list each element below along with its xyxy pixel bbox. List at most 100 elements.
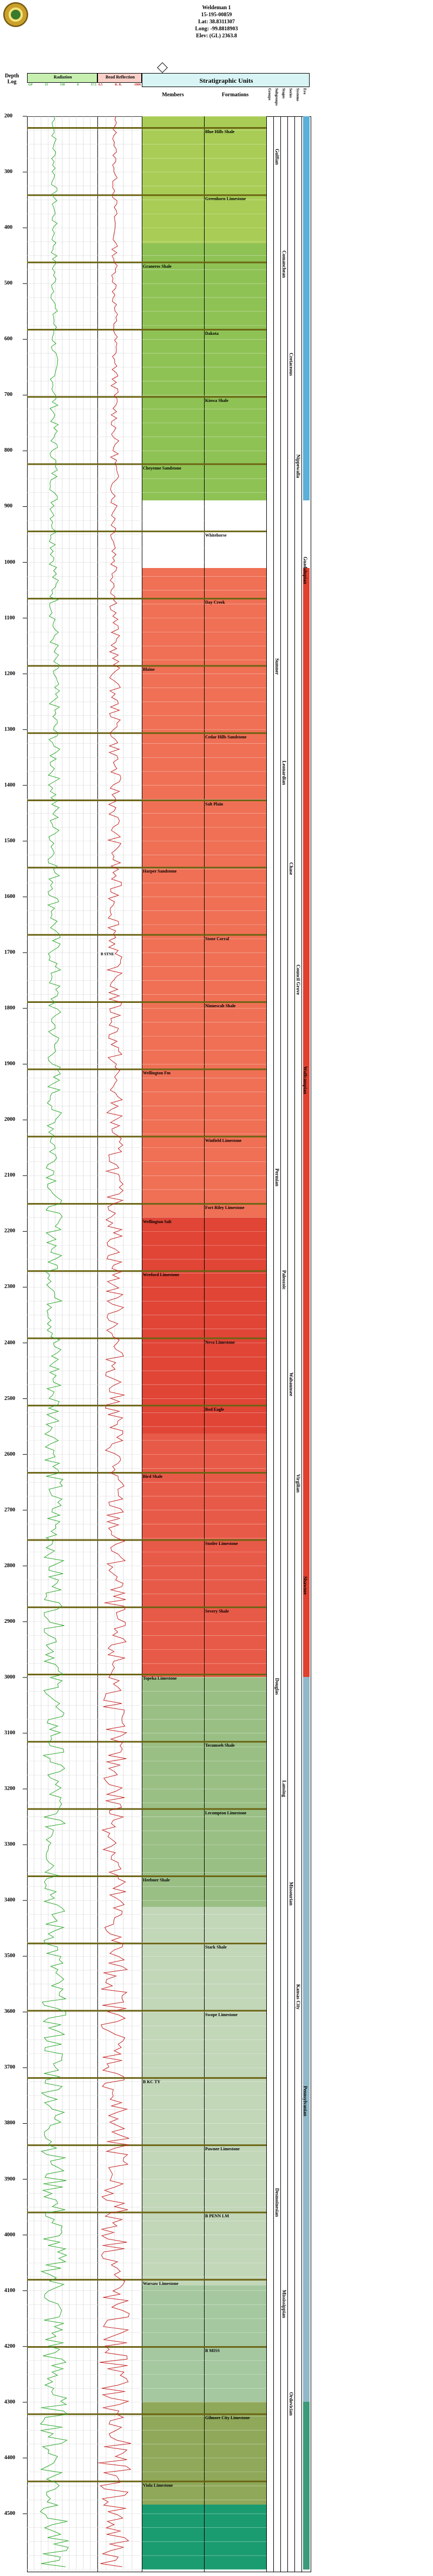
system-label: Guadalupian [303, 556, 308, 584]
depth-label: 2400 [4, 1339, 15, 1346]
pennsylvanian-column [303, 1677, 310, 2402]
system-label: Shawnee [303, 1576, 308, 1595]
formation-marker [27, 2413, 266, 2415]
depth-label: 2900 [4, 1618, 15, 1624]
formation-label: Lecompton Limestone [205, 1810, 247, 1815]
depth-label: 4300 [4, 2399, 15, 2405]
sep-members [204, 116, 205, 2572]
gamma-ray-curve [40, 116, 69, 2567]
sep-stages [287, 116, 288, 2572]
formation-label: Pawnee Limestone [205, 2146, 240, 2152]
formation-marker [27, 2346, 266, 2348]
formation-marker [27, 732, 266, 734]
era-header: Era [303, 88, 307, 95]
formation-label: Kiowa Shale [205, 398, 228, 404]
formation-label: Neva Limestone [205, 1339, 235, 1345]
formation-label: Warsaw Limestone [143, 2281, 179, 2286]
resistivity-scale: 0.5 R. R. 1000 [99, 83, 141, 87]
formation-marker [27, 2144, 266, 2146]
depth-label: 1000 [4, 559, 15, 565]
depth-label: 2100 [4, 1172, 15, 1179]
system-label: Mississippian [281, 2290, 287, 2319]
depth-label: 200 [4, 113, 12, 119]
depth-label: 2500 [4, 1395, 15, 1402]
formation-label: Greenhorn Limestone [205, 196, 246, 202]
system-label: Lansing [281, 1780, 287, 1797]
system-label: Permian [274, 1168, 280, 1186]
depth-label: 400 [4, 224, 12, 231]
system-label: Desmoinesian [274, 2188, 280, 2217]
formation-marker [27, 1068, 266, 1071]
formation-label: Wreford Limestone [143, 1272, 180, 1278]
systems-header: Systems [296, 88, 300, 102]
formation-label: Blaine [143, 667, 155, 672]
formation-label: Severy Shale [205, 1608, 229, 1614]
depth-label: 2600 [4, 1451, 15, 1457]
formation-label: Red Eagle [205, 1406, 224, 1412]
wellington-salt-label: Wellington Salt [143, 1219, 172, 1224]
formation-marker [27, 1875, 266, 1877]
depth-label: 1300 [4, 726, 15, 732]
depth-header: Depth Log [4, 73, 19, 85]
formation-marker [27, 2077, 266, 2079]
formation-marker [27, 328, 266, 331]
strat-header: Stratigraphic Units [142, 73, 310, 87]
formation-marker [27, 1808, 266, 1810]
system-label: Pennsylvanian [303, 2086, 308, 2117]
formation-marker [27, 1539, 266, 1541]
sep-subgroups [280, 116, 281, 2572]
depth-label: 1400 [4, 782, 15, 788]
depth-label: 2000 [4, 1117, 15, 1123]
subgroups-header: Subgroups [274, 88, 279, 106]
permian-column [303, 568, 310, 1677]
formation-marker [27, 127, 266, 129]
system-label: Leonardian [281, 760, 287, 785]
formation-label: Topeka Limestone [143, 1676, 177, 1681]
cretaceous-column [303, 116, 310, 500]
sep-gamma [97, 116, 98, 2572]
system-label: Douglas [274, 1678, 280, 1695]
system-label: Cretaceous [288, 352, 294, 376]
formation-marker [27, 530, 266, 532]
depth-label: 1500 [4, 837, 15, 844]
formation-label: Stotler Limestone [205, 1541, 238, 1547]
depth-label: 3900 [4, 2176, 15, 2182]
formation-marker [27, 1606, 266, 1608]
formation-marker [27, 1674, 266, 1676]
formation-label: Salt Plain [205, 802, 224, 807]
formation-marker [27, 2211, 266, 2214]
radiation-header: Radiation [27, 73, 97, 83]
formation-label: Harper Sandstone [143, 869, 177, 874]
depth-label: 3200 [4, 1786, 15, 1792]
members-header: Members [162, 92, 184, 98]
formation-marker [27, 800, 266, 802]
formation-marker [27, 194, 266, 196]
system-label: Wabaunsee [288, 1372, 294, 1396]
system-label: Virgilian [296, 1474, 301, 1493]
formation-label: Graneros Shale [143, 263, 172, 269]
formation-marker [27, 1472, 266, 1474]
depth-label: 4400 [4, 2454, 15, 2461]
system-label: Sumner [274, 658, 280, 675]
depth-label: 4200 [4, 2343, 15, 2349]
system-label: Nippewalla [296, 454, 301, 478]
formation-label: B KC TY [143, 2079, 161, 2084]
formation-label: Cheyenne Sandstone [143, 465, 181, 471]
system-label: Comanchean [281, 250, 287, 278]
formation-label: Tecumseh Shale [205, 1743, 235, 1748]
formation-marker [27, 1943, 266, 1945]
formation-label: Winfield Limestone [205, 1138, 242, 1143]
depth-label: 4100 [4, 2287, 15, 2294]
formation-marker [27, 261, 266, 263]
resistivity-header: Bead Reflection [97, 73, 142, 83]
formation-label: Ninnescah Shale [205, 1003, 236, 1008]
depth-label: 800 [4, 447, 12, 454]
logo-center [11, 10, 21, 19]
depth-label: 1700 [4, 949, 15, 956]
formation-label: Fort Riley Limestone [205, 1205, 245, 1210]
depth-label: 600 [4, 336, 12, 342]
depth-label: 3800 [4, 2120, 15, 2126]
sep-series [294, 116, 295, 2572]
formation-label: Gilmore City Limestone [205, 2415, 250, 2421]
